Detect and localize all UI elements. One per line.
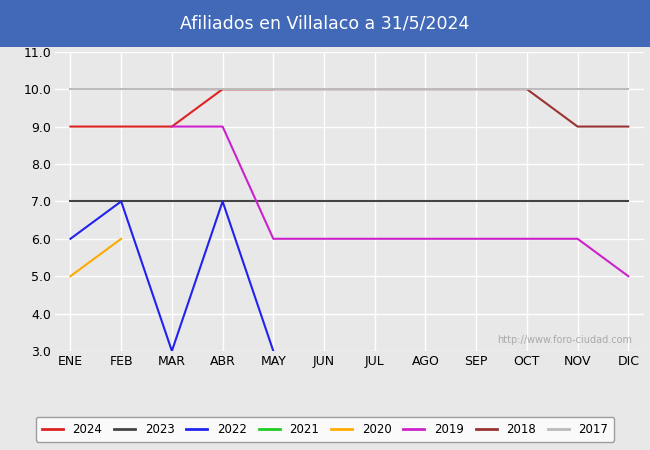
Legend: 2024, 2023, 2022, 2021, 2020, 2019, 2018, 2017: 2024, 2023, 2022, 2021, 2020, 2019, 2018… — [36, 417, 614, 442]
Text: http://www.foro-ciudad.com: http://www.foro-ciudad.com — [497, 335, 632, 345]
Text: Afiliados en Villalaco a 31/5/2024: Afiliados en Villalaco a 31/5/2024 — [180, 14, 470, 33]
